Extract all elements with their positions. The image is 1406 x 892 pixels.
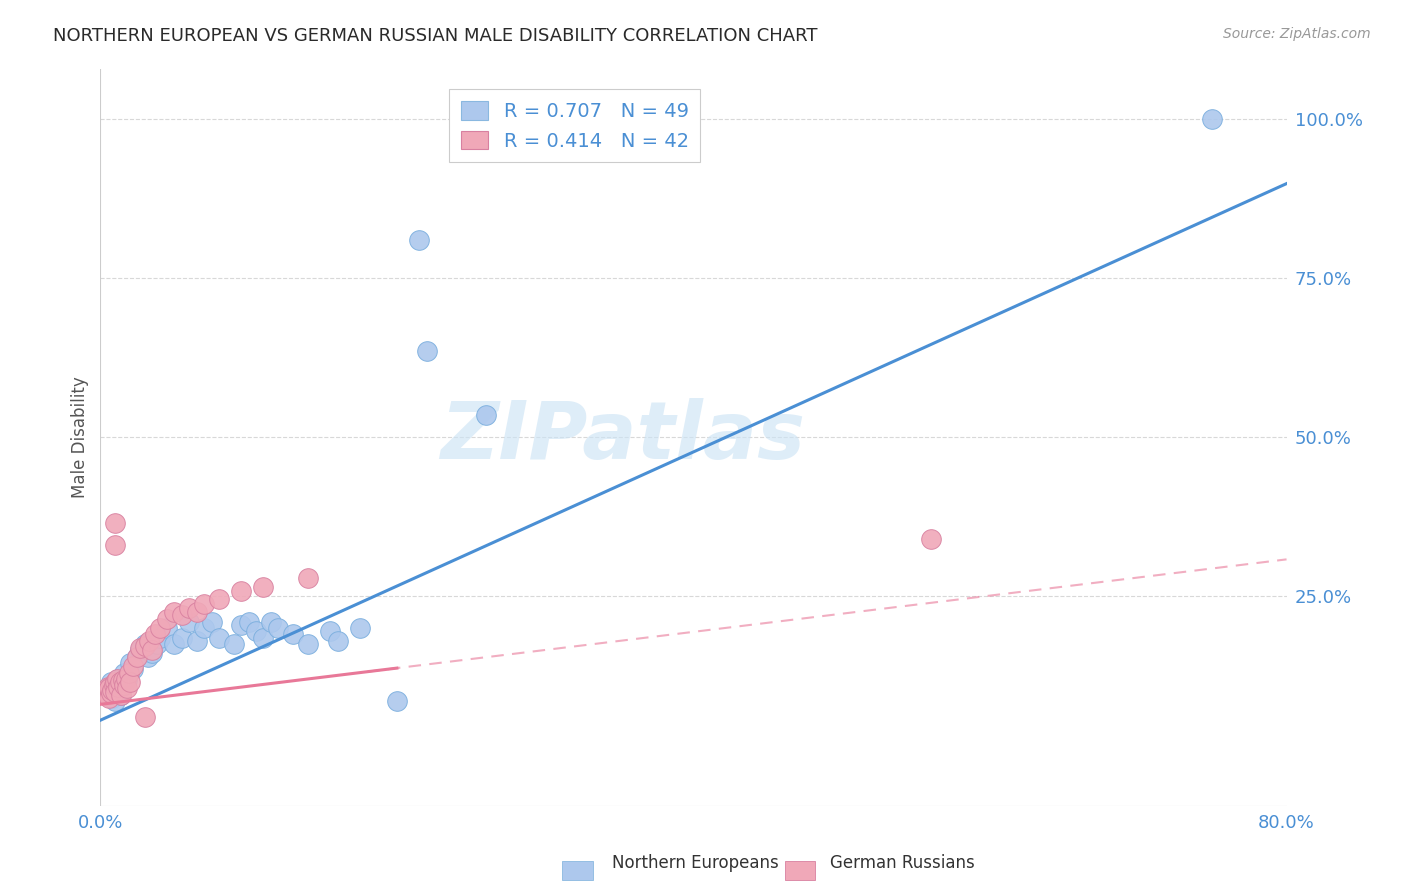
Point	[208, 592, 231, 607]
Point	[107, 672, 129, 686]
Point	[112, 665, 135, 680]
Point	[104, 538, 127, 552]
Point	[252, 631, 274, 645]
Point	[134, 637, 156, 651]
Point	[200, 615, 222, 629]
Point	[122, 659, 145, 673]
Point	[96, 688, 118, 702]
Point	[103, 678, 125, 692]
Point	[108, 684, 131, 698]
Point	[349, 621, 371, 635]
Point	[408, 233, 430, 247]
Point	[98, 681, 121, 696]
Point	[415, 344, 437, 359]
Point	[100, 686, 122, 700]
Point	[149, 631, 172, 645]
Point	[186, 633, 208, 648]
Point	[238, 615, 260, 629]
Point	[231, 618, 253, 632]
Point	[385, 694, 408, 708]
Point	[129, 643, 152, 657]
Point	[179, 615, 201, 629]
Point	[97, 688, 120, 702]
Point	[100, 675, 122, 690]
Point	[141, 647, 163, 661]
Point	[110, 688, 132, 702]
Point	[179, 600, 201, 615]
Point	[163, 605, 186, 619]
Point	[117, 665, 139, 680]
Point	[193, 597, 215, 611]
Point	[115, 673, 138, 688]
Point	[111, 673, 134, 688]
Point	[252, 580, 274, 594]
Point	[129, 641, 152, 656]
Point	[104, 680, 127, 694]
Point	[319, 624, 342, 639]
Legend: R = 0.707   N = 49, R = 0.414   N = 42: R = 0.707 N = 49, R = 0.414 N = 42	[449, 89, 700, 162]
Point	[145, 637, 167, 651]
Text: Source: ZipAtlas.com: Source: ZipAtlas.com	[1223, 27, 1371, 41]
Point	[141, 643, 163, 657]
Point	[111, 678, 134, 692]
Point	[475, 408, 498, 422]
Point	[231, 584, 253, 599]
Point	[107, 680, 129, 694]
Point	[260, 615, 283, 629]
Point	[105, 672, 128, 686]
Point	[101, 682, 124, 697]
Point	[170, 631, 193, 645]
Point	[97, 681, 120, 696]
Point	[115, 681, 138, 696]
Text: NORTHERN EUROPEAN VS GERMAN RUSSIAN MALE DISABILITY CORRELATION CHART: NORTHERN EUROPEAN VS GERMAN RUSSIAN MALE…	[53, 27, 818, 45]
Point	[114, 675, 136, 690]
Point	[186, 605, 208, 619]
Point	[104, 684, 127, 698]
Point	[114, 672, 136, 686]
Point	[245, 624, 267, 639]
Point	[127, 649, 149, 664]
Point	[127, 649, 149, 664]
Point	[134, 710, 156, 724]
Point	[122, 662, 145, 676]
Point	[110, 688, 132, 702]
Point	[104, 675, 127, 690]
Point	[98, 690, 121, 705]
Point	[134, 639, 156, 653]
Point	[103, 686, 125, 700]
Point	[156, 621, 179, 635]
Point	[1201, 112, 1223, 127]
Point	[104, 516, 127, 530]
Point	[97, 680, 120, 694]
Point	[104, 694, 127, 708]
Text: ZIPatlas: ZIPatlas	[440, 399, 804, 476]
Point	[149, 621, 172, 635]
Point	[297, 571, 319, 585]
Point	[112, 678, 135, 692]
Point	[193, 621, 215, 635]
Point	[100, 684, 122, 698]
Point	[101, 690, 124, 705]
Point	[118, 656, 141, 670]
Point	[136, 649, 159, 664]
Point	[326, 633, 349, 648]
Point	[118, 675, 141, 690]
Y-axis label: Male Disability: Male Disability	[72, 376, 89, 498]
Point	[108, 675, 131, 690]
Point	[143, 627, 166, 641]
Point	[94, 684, 117, 698]
Point	[170, 608, 193, 623]
Text: German Russians: German Russians	[830, 855, 974, 872]
Point	[297, 637, 319, 651]
Point	[920, 532, 942, 546]
Point	[208, 631, 231, 645]
Point	[281, 627, 304, 641]
Point	[222, 637, 245, 651]
Point	[163, 637, 186, 651]
Point	[267, 621, 290, 635]
Point	[156, 611, 179, 625]
Point	[138, 633, 160, 648]
Text: Northern Europeans: Northern Europeans	[612, 855, 779, 872]
